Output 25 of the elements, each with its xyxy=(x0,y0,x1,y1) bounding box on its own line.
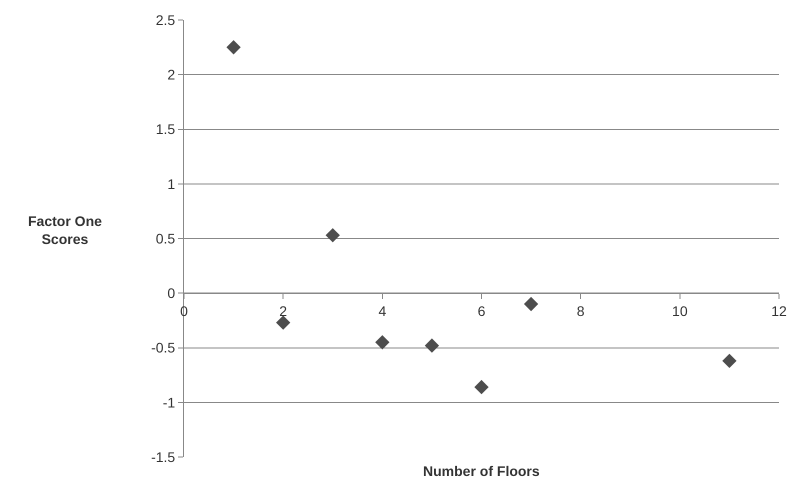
y-axis-title: Factor One Scores xyxy=(28,213,102,248)
y-tick-label: 0.5 xyxy=(156,230,176,246)
point xyxy=(474,380,489,394)
point xyxy=(326,228,340,242)
point xyxy=(424,338,440,353)
y-tick-label: 2.5 xyxy=(156,12,176,28)
y-tick-label: -0.5 xyxy=(151,340,176,356)
x-tick-label: 12 xyxy=(771,302,787,319)
y-tick-label: 2 xyxy=(167,66,176,83)
x-tick-label: 2 xyxy=(279,302,288,319)
point xyxy=(722,354,737,368)
x-tick-label: 8 xyxy=(576,302,585,319)
y-tick-label: -1.5 xyxy=(151,448,176,465)
point xyxy=(524,296,538,312)
x-tick-label: 4 xyxy=(378,302,386,319)
x-tick-label: 10 xyxy=(672,302,688,319)
x-axis-title: Number of Floors xyxy=(423,463,540,479)
y-tick-label: 0 xyxy=(167,285,176,302)
point xyxy=(375,335,390,350)
x-tick-label: 6 xyxy=(478,302,486,319)
y-tick-label: -1 xyxy=(162,394,176,410)
y-tick-label: 1 xyxy=(167,176,176,192)
y-tick-label: 1.5 xyxy=(156,121,176,138)
point xyxy=(226,40,241,54)
point xyxy=(276,315,290,330)
